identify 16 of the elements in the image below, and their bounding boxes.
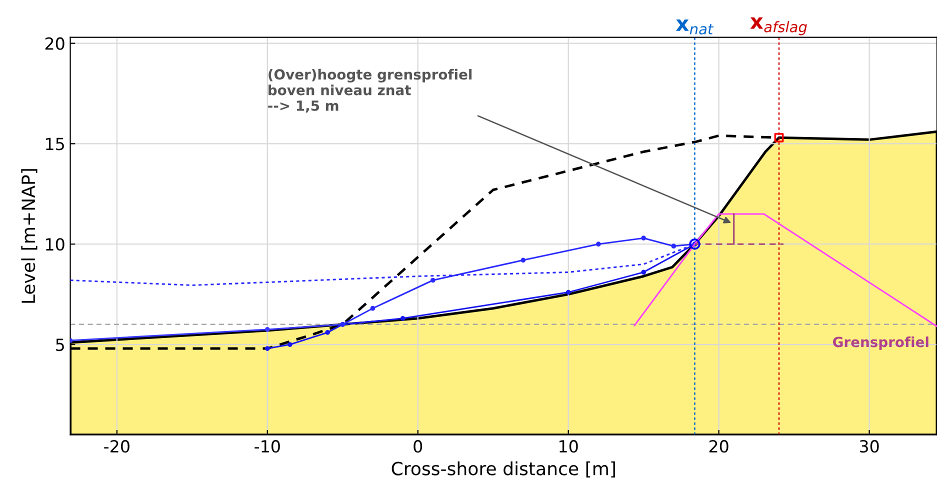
y-tick-label: 10 <box>46 238 64 251</box>
y-tick-label: 20 <box>45 37 64 50</box>
x-tick-label: 0 <box>414 440 422 453</box>
x-tick-label: 10 <box>560 440 578 453</box>
ref-line-label: x$_{nat}$ <box>676 19 714 35</box>
series-label: Grensprofiel <box>833 336 928 350</box>
x-tick-label: 20 <box>709 440 728 453</box>
x-tick-label: 30 <box>860 440 879 453</box>
annotation: (Over)hoogte grensprofiel boven niveau znat --> 1,5 m <box>268 68 472 113</box>
x-axis-title: Cross-shore distance [m] <box>392 461 615 478</box>
x-tick-label: -20 <box>104 440 130 453</box>
y-tick-label: 5 <box>56 338 64 352</box>
y-axis-title: Level [m+NAP] <box>21 169 38 303</box>
y-tick-label: 15 <box>46 138 64 150</box>
ref-line-label: x$_{afslag}$ <box>750 17 807 36</box>
x-tick-label: -10 <box>254 440 280 453</box>
